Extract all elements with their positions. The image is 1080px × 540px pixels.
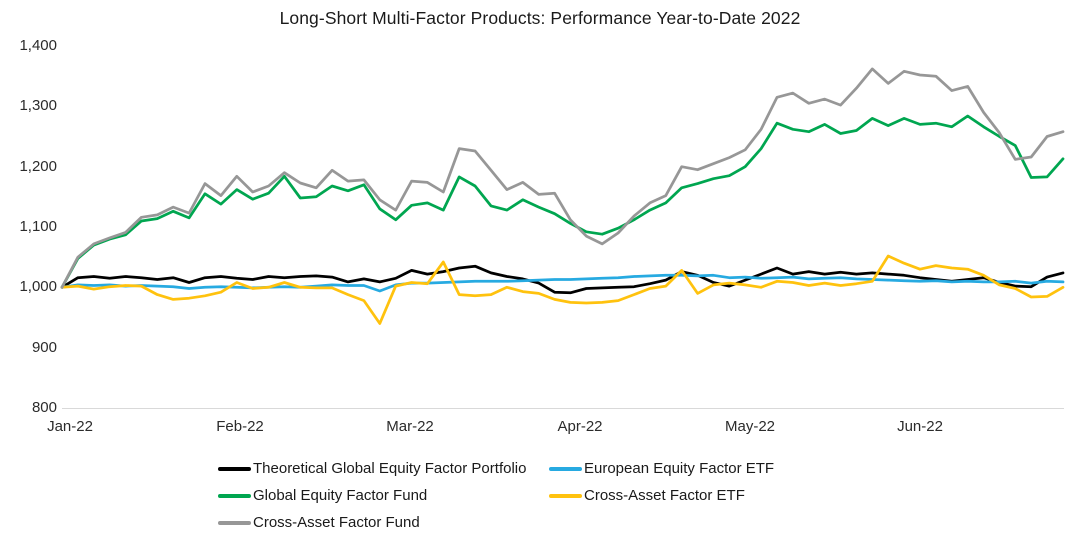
legend-label: Theoretical Global Equity Factor Portfol… [253,460,527,477]
legend-line-swatch [218,493,251,498]
y-tick-label: 800 [31,399,57,416]
y-tick-label: 1,400 [19,37,57,54]
series-line-global-equity-factor-fund [60,114,1065,289]
y-tick-label: 1,300 [19,97,57,115]
legend-line-swatch [218,466,251,471]
y-tick-label: 1,200 [19,157,57,175]
y-tick-label: 1,100 [19,218,57,235]
legend: Theoretical Global Equity Factor Portfol… [218,455,774,536]
series-line-cross-asset-factor-etf [60,254,1065,325]
x-tick-label: Apr-22 [557,418,603,435]
series-line-theoretical-global-equity-factor-portfolio [60,264,1065,295]
chart-title: Long-Short Multi-Factor Products: Perfor… [279,8,801,28]
legend-item: Cross-Asset Factor Fund [218,509,549,536]
legend-line-swatch [549,493,582,498]
y-axis: 800 900 1,000 1,100 1,200 1,300 1,400 [0,0,57,430]
legend-line-swatch [549,466,582,471]
legend-label: European Equity Factor ETF [584,460,775,477]
x-tick-label: May-22 [724,418,776,435]
legend-item: Theoretical Global Equity Factor Portfol… [218,455,549,482]
x-tick-label: Feb-22 [216,418,264,435]
x-tick-label: Mar-22 [386,418,434,435]
legend-label: Cross-Asset Factor Fund [253,514,420,531]
legend-label: Cross-Asset Factor ETF [584,487,745,504]
legend-item: European Equity Factor ETF [549,455,774,482]
x-axis-line [62,408,1064,409]
x-axis: Jan-22 Feb-22 Mar-22 Apr-22 May-22 Jun-22 [0,418,1080,440]
y-tick-label: 1,000 [19,278,57,296]
x-tick-label: Jan-22 [47,418,93,435]
legend-label: Global Equity Factor Fund [253,487,428,504]
legend-item: Cross-Asset Factor ETF [549,482,774,509]
x-tick-label: Jun-22 [897,418,943,435]
series-line-cross-asset-factor-fund [60,67,1065,289]
legend-item: Global Equity Factor Fund [218,482,549,509]
legend-line-swatch [218,520,251,525]
y-tick-label: 900 [31,338,57,356]
